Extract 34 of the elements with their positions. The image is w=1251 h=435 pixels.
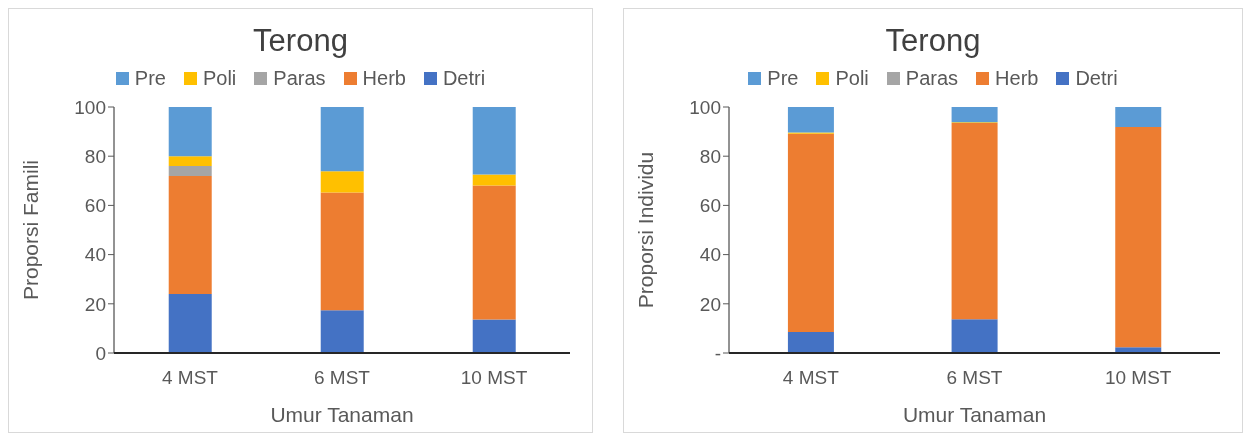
x-tick-label: 4 MST (782, 367, 840, 389)
legend-label: Paras (272, 66, 326, 90)
legend-label: Poli (201, 66, 237, 90)
x-tick-label: 6 MST (314, 367, 371, 389)
y-tick-label: 20 (699, 293, 721, 315)
y-tick-label: 80 (699, 145, 721, 167)
chart-title: Terong (884, 23, 982, 60)
legend-label: Detri (1074, 66, 1118, 90)
y-tick-label: 100 (74, 96, 106, 118)
x-axis-title: Umur Tanaman (902, 403, 1047, 426)
x-tick-label: 10 MST (1104, 367, 1172, 389)
y-tick-label: 60 (699, 195, 721, 217)
chart-title: Terong (252, 23, 349, 60)
legend-label: Detri (441, 66, 486, 90)
legend-label: Pre (133, 66, 166, 90)
legend-label: Poli (834, 66, 869, 90)
legend-label: Pre (766, 66, 799, 90)
y-tick-label: 100 (689, 96, 721, 118)
x-axis-title: Umur Tanaman (270, 403, 414, 426)
y-tick-label: 0 (95, 342, 106, 364)
y-tick-label: 40 (699, 244, 721, 266)
y-tick-label: - (714, 342, 721, 364)
x-tick-label: 4 MST (162, 367, 219, 389)
legend-label: Paras (904, 66, 959, 90)
y-tick-label: 40 (84, 244, 106, 266)
x-tick-label: 6 MST (946, 367, 1003, 389)
y-axis-title: Proporsi Famili (19, 159, 43, 301)
y-tick-label: 20 (84, 293, 106, 315)
legend-label: Herb (361, 66, 406, 90)
y-tick-label: 60 (84, 195, 106, 217)
y-axis-title: Proporsi Individu (634, 151, 658, 309)
y-tick-label: 80 (84, 145, 106, 167)
legend-label: Herb (994, 66, 1039, 90)
x-tick-label: 10 MST (460, 367, 528, 389)
